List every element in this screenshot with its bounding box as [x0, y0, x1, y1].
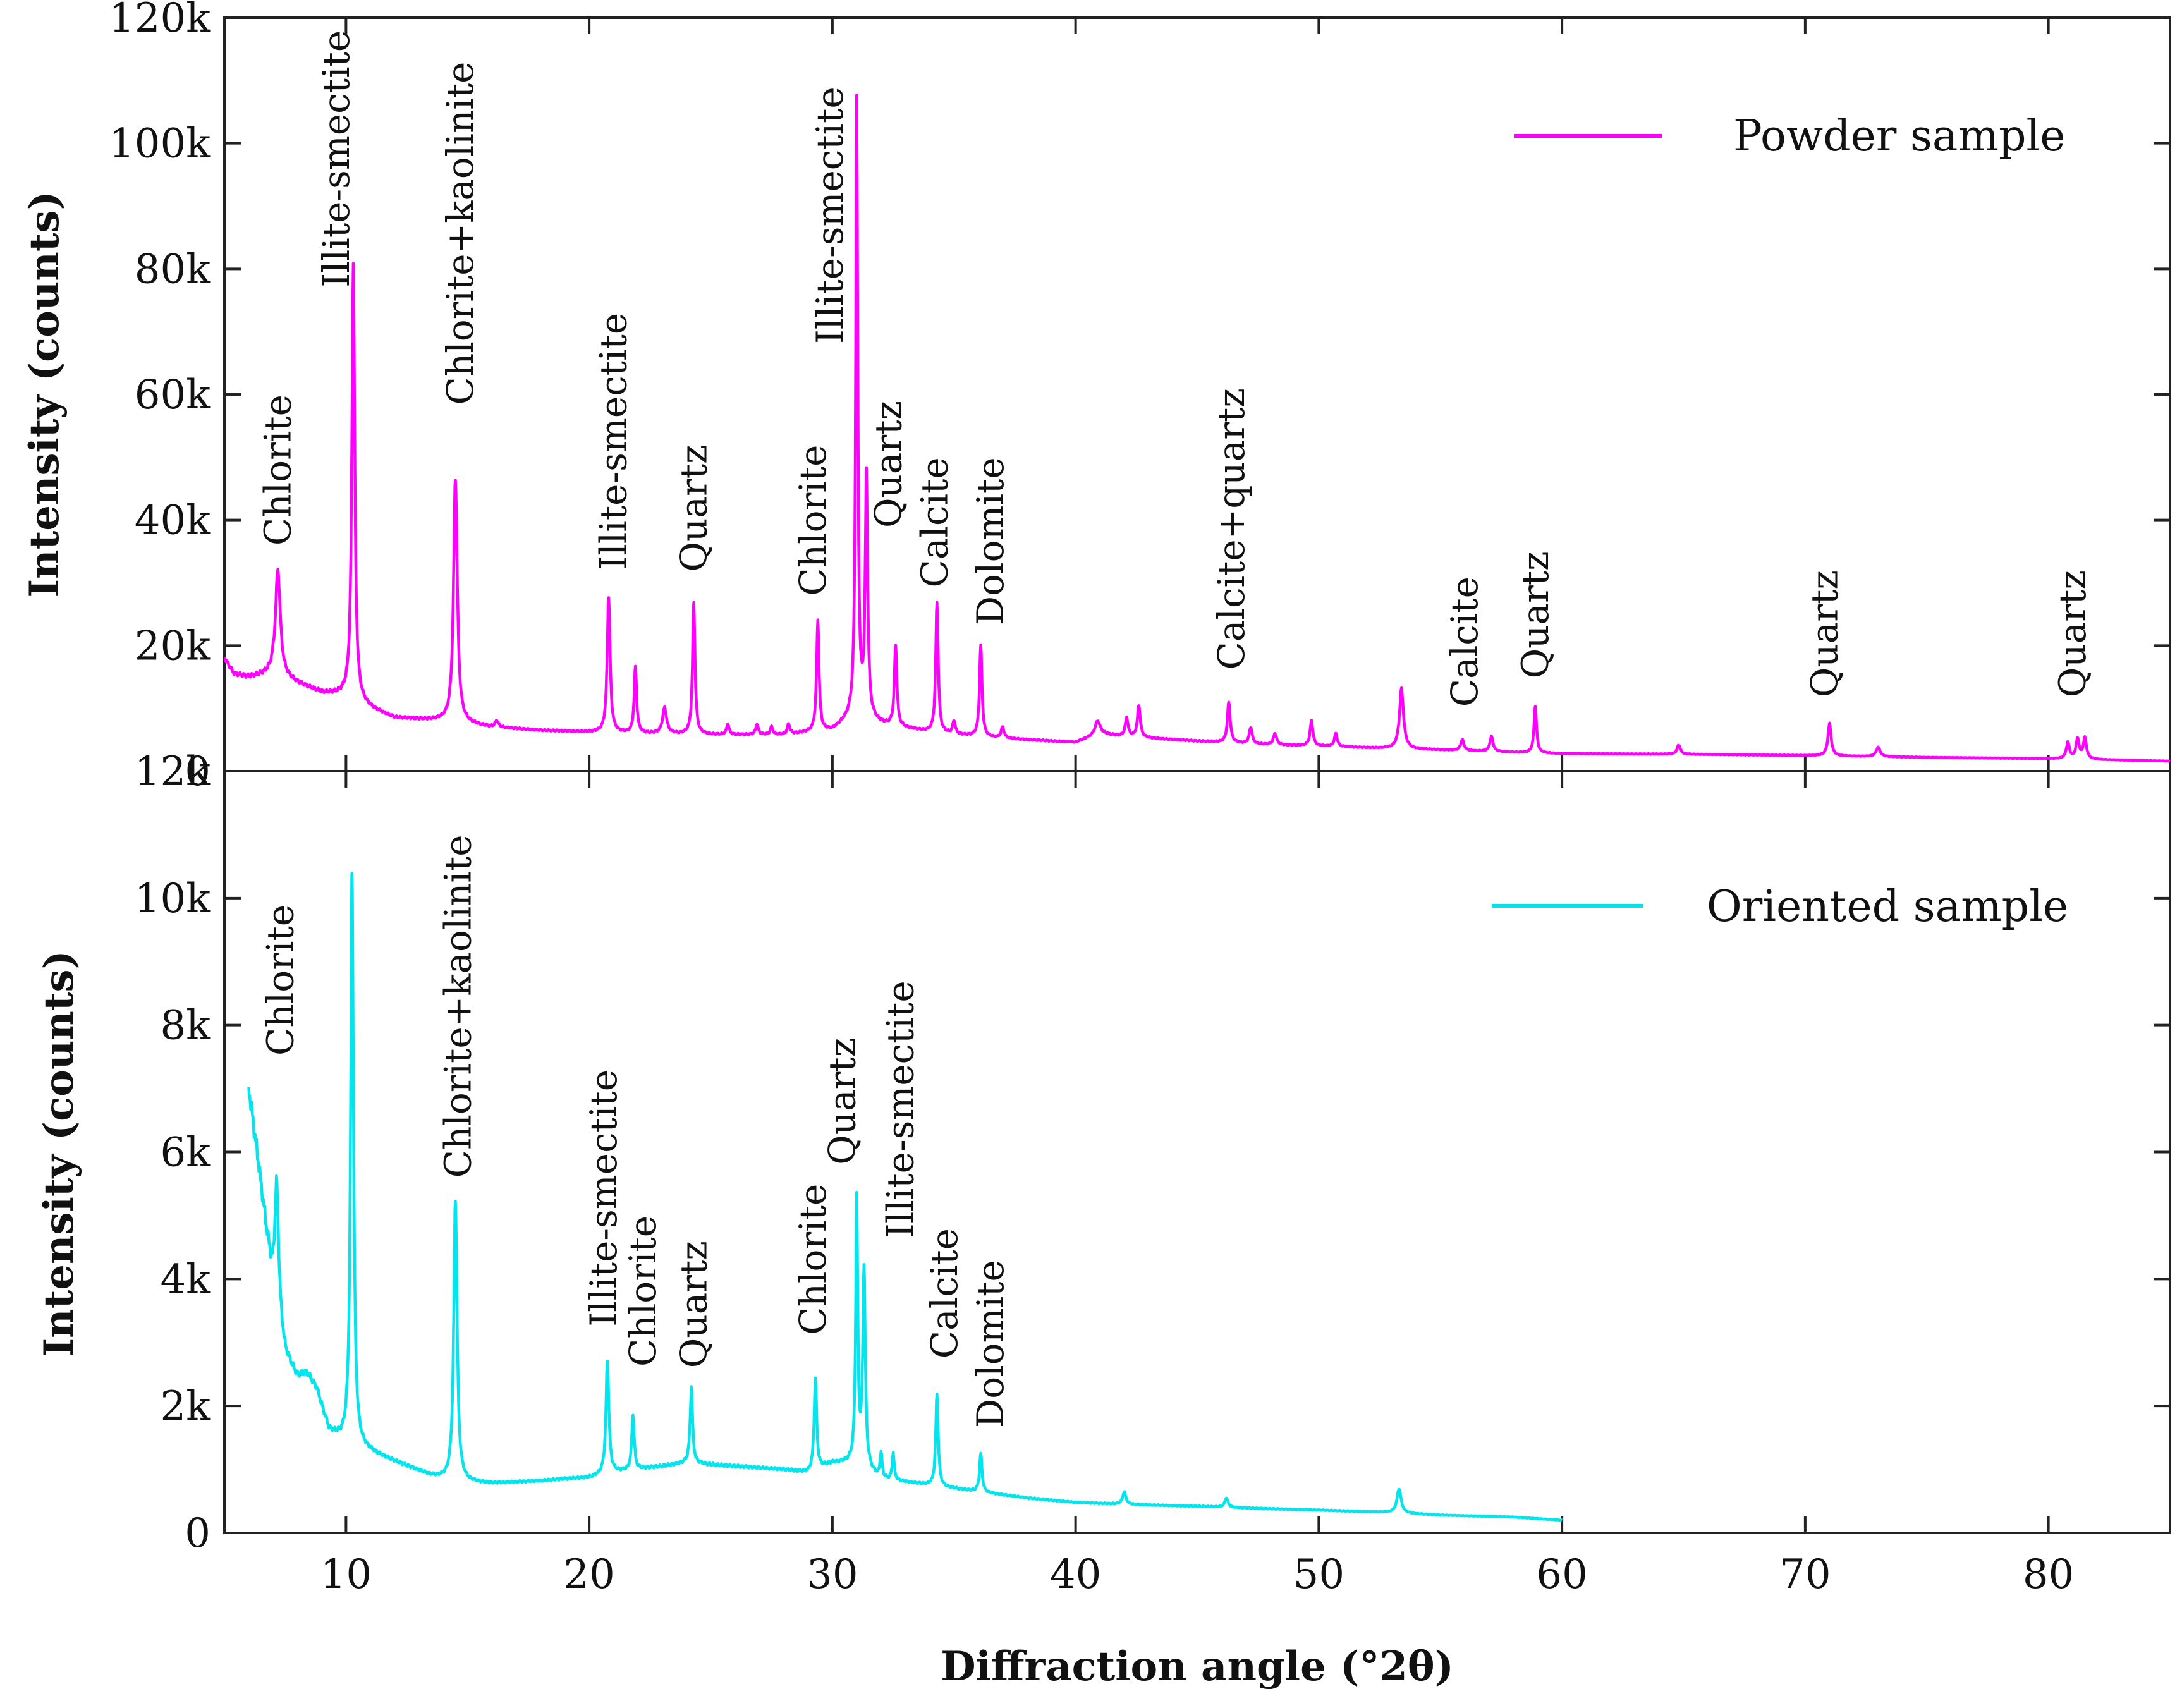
x-tick-label: 80 [2023, 1551, 2074, 1598]
peak-annotation: Calcite [923, 1228, 966, 1358]
y-tick-label: 6k [161, 1130, 212, 1176]
oriented-legend-label: Oriented sample [1707, 882, 2068, 932]
peak-annotation: Quartz [2051, 570, 2094, 697]
oriented-legend: Oriented sample [1492, 882, 2068, 932]
x-tick-label: 60 [1536, 1551, 1587, 1598]
oriented-y-ticks: 0 2k 4k 6k 8k 10k 12k [135, 748, 2170, 1557]
peak-annotation: Calcite [913, 457, 956, 587]
x-tick-label: 40 [1050, 1551, 1101, 1598]
peak-annotation: Illite-smectite [315, 30, 358, 288]
y-tick-label: 0 [185, 748, 210, 795]
peak-annotation: Chlorite [259, 905, 302, 1056]
y-tick-label: 10k [135, 875, 211, 922]
peak-annotation: Chlorite [257, 394, 300, 546]
y-tick-label: 40k [135, 497, 211, 544]
y-tick-label: 120k [109, 0, 211, 42]
powder-y-ticks: 0 20k 40k 60k 80k 100k 120k [109, 0, 2170, 795]
x-tick-label: 70 [1779, 1551, 1831, 1598]
powder-legend-label: Powder sample [1733, 111, 2065, 161]
y-tick-label: 4k [161, 1256, 212, 1303]
y-tick-label: 12k [135, 748, 211, 795]
peak-annotation: Illite-smectite [808, 87, 851, 344]
x-tick-label: 30 [807, 1551, 858, 1598]
y-tick-label: 2k [161, 1383, 212, 1430]
peak-annotation: Dolomite [969, 457, 1012, 625]
oriented-y-axis-title: Intensity (counts) [35, 950, 83, 1357]
peak-annotation: Illite-smectite [879, 980, 922, 1238]
x-axis-tick-labels: 10 20 30 40 50 60 70 80 [320, 1551, 2075, 1598]
peak-annotation: Chlorite [791, 1184, 834, 1335]
y-tick-label: 8k [161, 1003, 212, 1049]
peak-annotation: Calcite [1443, 576, 1486, 707]
y-tick-label: 60k [135, 372, 211, 418]
oriented-series-line [247, 872, 1563, 1522]
peak-annotation: Calcite+quartz [1210, 388, 1253, 669]
powder-series-line [223, 93, 2171, 763]
y-tick-label: 100k [109, 121, 211, 168]
peak-annotation: Quartz [673, 1241, 716, 1368]
peak-annotation: Dolomite [969, 1260, 1012, 1428]
peak-annotation: Chlorite+kaolinite [439, 62, 482, 405]
y-tick-label: 20k [135, 623, 211, 669]
powder-x-ticks [344, 18, 2050, 771]
powder-peak-annotations: Chlorite Illite-smectite Chlorite+kaolinit… [257, 30, 2095, 707]
peak-annotation: Chlorite [621, 1216, 664, 1367]
powder-legend: Powder sample [1514, 111, 2065, 161]
peak-annotation: Quartz [673, 444, 716, 571]
x-tick-label: 20 [563, 1551, 614, 1598]
peak-annotation: Illite-smectite [582, 1070, 625, 1327]
peak-annotation: Quartz [1514, 551, 1557, 678]
x-axis-title: Diffraction angle (°2θ) [941, 1643, 1454, 1690]
x-tick-label: 10 [320, 1551, 372, 1598]
peak-annotation: Quartz [1803, 570, 1846, 697]
peak-annotation: Chlorite+kaolinite [436, 834, 479, 1178]
peak-annotation: Quartz [820, 1038, 863, 1165]
y-tick-label: 80k [135, 246, 211, 293]
peak-annotation: Chlorite [791, 444, 834, 595]
x-tick-label: 50 [1293, 1551, 1344, 1598]
powder-panel: 0 20k 40k 60k 80k 100k 120k Chlorite Illite-sme… [21, 0, 2171, 795]
oriented-peak-annotations: Chlorite Chlorite+kaolinite Illite-smectit… [259, 834, 1013, 1428]
oriented-x-ticks [344, 771, 2050, 1533]
peak-annotation: Illite-smectite [592, 313, 635, 570]
oriented-panel: 0 2k 4k 6k 8k 10k 12k Chlorite Chlorite+kaolini… [35, 748, 2171, 1557]
y-tick-label: 0 [185, 1510, 210, 1557]
powder-y-axis-title: Intensity (counts) [21, 191, 68, 598]
peak-annotation: Quartz [867, 401, 910, 528]
